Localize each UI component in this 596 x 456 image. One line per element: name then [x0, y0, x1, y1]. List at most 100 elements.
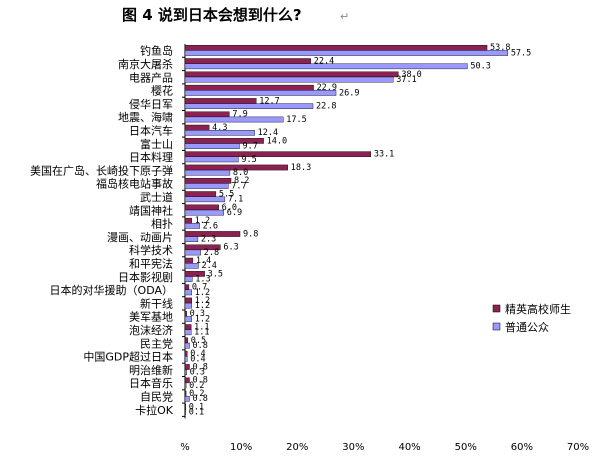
- data-label: 0.8: [192, 341, 207, 351]
- category-label: 武士道: [140, 190, 173, 204]
- legend-swatch-elite: [492, 304, 501, 313]
- bar-public: [184, 249, 201, 256]
- x-tick-label: 30%: [342, 442, 364, 453]
- data-label: 0.5: [191, 336, 206, 346]
- data-label: 17.5: [286, 115, 306, 125]
- bar-public: [184, 143, 240, 149]
- bar-public: [184, 209, 224, 216]
- bar-elite: [184, 257, 194, 264]
- category-label: 明治维新: [129, 363, 173, 377]
- category-label: 电器产品: [129, 70, 173, 84]
- category-label: 科学技术: [129, 243, 173, 257]
- bar-public: [184, 50, 509, 56]
- bar-public: [184, 129, 255, 136]
- bar-elite: [184, 164, 288, 171]
- data-label: 8.2: [234, 176, 249, 186]
- bar-public: [184, 356, 188, 362]
- data-label: 0.7: [192, 283, 207, 293]
- data-label: 2.6: [203, 221, 218, 231]
- category-label: 日本音乐: [129, 376, 173, 390]
- bar-public: [184, 316, 192, 322]
- bar-elite: [184, 45, 488, 51]
- category-label: 民主党: [140, 337, 173, 350]
- data-label: 12.4: [258, 128, 278, 138]
- category-label: 钓鱼岛: [140, 44, 173, 58]
- x-tick-label: 60%: [511, 442, 533, 453]
- category-label: 日本的对华援助（ODA）: [50, 283, 173, 297]
- bar-elite: [184, 111, 230, 118]
- data-label: 0.4: [190, 354, 205, 364]
- bar-elite: [184, 98, 257, 104]
- x-tick-label: 70%: [567, 442, 589, 453]
- category-label: 自民党: [140, 390, 173, 403]
- category-label: 相扑: [151, 217, 173, 231]
- data-label: 38.0: [401, 70, 421, 80]
- bar-elite: [184, 217, 192, 224]
- data-label: 0.2: [189, 389, 204, 399]
- bar-elite: [184, 404, 187, 410]
- data-label: 1.3: [195, 275, 210, 285]
- category-label: 靖国神社: [129, 203, 173, 217]
- bar-public: [184, 63, 468, 70]
- bar-public: [184, 409, 187, 415]
- data-label: 1.2: [195, 296, 210, 306]
- data-label: 1.2: [195, 288, 210, 298]
- data-label: 18.3: [291, 163, 311, 173]
- bar-public: [184, 263, 199, 269]
- bar-elite: [184, 177, 232, 184]
- data-label: 0.3: [190, 309, 205, 319]
- data-label: 53.8: [490, 43, 510, 53]
- data-label: 4.3: [212, 123, 227, 133]
- category-label: 新干线: [140, 296, 173, 310]
- legend-label: 精英高校师生: [505, 302, 571, 316]
- category-label: 卡拉OK: [135, 403, 174, 417]
- bar-public: [184, 382, 187, 389]
- data-label: 57.5: [511, 48, 531, 58]
- chart-title: 图 4 说到日本会想到什么?: [122, 6, 302, 24]
- bar-public: [184, 196, 226, 203]
- bar-public: [184, 302, 192, 309]
- bar-public: [184, 276, 193, 282]
- category-label: 美国在广岛、长崎投下原子弹: [30, 163, 173, 177]
- data-label: 1.1: [194, 323, 209, 333]
- bar-public: [184, 169, 231, 176]
- plot-area: 钓鱼岛 53.857.5 南京大屠杀 22.4 50.3 电器产品 38.037.1 樱花 22…: [30, 43, 589, 453]
- x-tick-label: 10%: [230, 442, 252, 453]
- data-label: 12.7: [259, 96, 279, 106]
- bar-elite: [184, 350, 188, 357]
- category-label: 漫画、动画片: [107, 230, 173, 244]
- category-label: 樱花: [151, 85, 173, 98]
- bar-elite: [184, 271, 205, 277]
- bar-elite: [184, 364, 190, 370]
- bar-public: [184, 103, 314, 109]
- bar-public: [184, 223, 200, 229]
- data-label: 2.3: [201, 235, 216, 245]
- bar-public: [184, 116, 284, 123]
- category-label: 侵华日军: [129, 97, 173, 111]
- bar-elite: [184, 297, 192, 304]
- data-label: 7.1: [228, 195, 243, 205]
- data-label: 2.4: [201, 261, 216, 271]
- x-tick-label: 40%: [398, 442, 420, 453]
- bar-elite: [184, 311, 187, 317]
- category-label: 富士山: [140, 137, 173, 151]
- data-label: 6.9: [227, 208, 242, 218]
- data-label: 2.8: [204, 248, 219, 258]
- bar-public: [184, 396, 190, 402]
- data-label: 1.2: [195, 314, 210, 324]
- data-label: 7.7: [231, 181, 246, 191]
- bar-elite: [184, 377, 190, 384]
- data-label: 0.1: [189, 402, 204, 412]
- legend-swatch-public: [492, 322, 501, 331]
- data-label: 0.8: [192, 394, 207, 404]
- bar-public: [184, 156, 239, 163]
- data-label: 7.9: [232, 110, 247, 120]
- bar-elite: [184, 71, 399, 78]
- category-label: 日本汽车: [129, 123, 173, 137]
- bar-public: [184, 342, 190, 349]
- bar-elite: [184, 324, 192, 330]
- category-label: 美军基地: [129, 311, 173, 324]
- bar-public: [184, 76, 394, 83]
